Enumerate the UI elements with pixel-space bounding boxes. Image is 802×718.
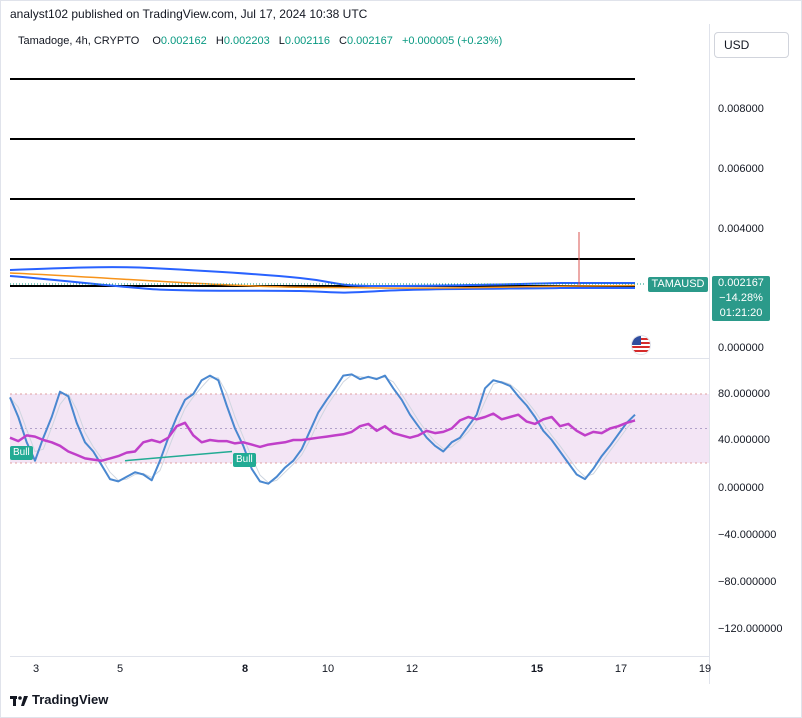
time-axis-label: 3 <box>32 663 40 675</box>
stochastic-line <box>9 373 636 485</box>
ticker-tag: TAMAUSD <box>648 277 708 292</box>
time-axis-label: 17 <box>614 663 628 675</box>
symbol-name[interactable]: Tamadoge, 4h, CRYPTO <box>18 35 140 47</box>
symbol-legend: Tamadoge, 4h, CRYPTO O0.002162 H0.002203… <box>18 35 508 47</box>
high-value: 0.002203 <box>223 35 270 47</box>
us-flag-icon[interactable] <box>631 335 651 355</box>
price-axis-label: 0.008000 <box>718 103 764 115</box>
open-label: O <box>152 35 161 47</box>
time-axis[interactable]: 3 5 8 10 12 15 17 19 <box>10 656 712 684</box>
price-axis-divider <box>709 24 710 684</box>
low-label: L <box>278 35 285 47</box>
high-label: H <box>215 35 224 47</box>
osc-axis-label: 80.000000 <box>718 388 770 400</box>
time-axis-label: 8 <box>241 663 249 675</box>
bull-divergence-line <box>124 450 233 462</box>
lower-band-line <box>9 275 635 294</box>
moving-average-line <box>9 272 636 289</box>
brand-name: TradingView <box>32 692 109 707</box>
price-axis-label: 0.000000 <box>718 342 764 354</box>
time-axis-label: 5 <box>116 663 124 675</box>
bull-signal-label: Bull <box>10 446 33 460</box>
stochastic-slow-line <box>9 374 636 484</box>
osc-axis-label: 0.000000 <box>718 482 764 494</box>
low-value: 0.002116 <box>284 35 330 47</box>
price-axis-label: 0.006000 <box>718 163 764 175</box>
price-change-pct: −14.28% <box>719 292 763 304</box>
time-axis-label: 19 <box>698 663 712 675</box>
time-axis-label: 12 <box>405 663 419 675</box>
change-value: +0.000005 (+0.23%) <box>401 35 503 47</box>
price-axis-label: 0.004000 <box>718 223 764 235</box>
open-value: 0.002162 <box>160 35 207 47</box>
publisher-line: analyst102 published on TradingView.com,… <box>10 7 368 21</box>
pane-divider[interactable] <box>10 358 709 359</box>
time-axis-label: 10 <box>321 663 335 675</box>
close-value: 0.002167 <box>346 35 393 47</box>
bull-signal-label: Bull <box>233 453 256 467</box>
osc-axis-label: −40.000000 <box>718 529 777 541</box>
osc-axis-label: 40.000000 <box>718 434 770 446</box>
time-axis-label: 15 <box>530 663 544 675</box>
osc-axis-label: −120.000000 <box>718 623 783 635</box>
currency-button[interactable]: USD <box>714 32 789 58</box>
osc-axis-label: −80.000000 <box>718 576 777 588</box>
close-label: C <box>339 35 347 47</box>
tradingview-logo-icon <box>10 695 28 706</box>
bar-countdown: 01:21:20 <box>719 307 763 319</box>
last-price-tag: 0.002167 −14.28% 01:21:20 <box>712 276 770 321</box>
tradingview-brand[interactable]: TradingView <box>10 692 108 707</box>
rsi-line <box>9 412 636 462</box>
upper-band-line <box>9 266 635 288</box>
last-price: 0.002167 <box>718 277 764 289</box>
